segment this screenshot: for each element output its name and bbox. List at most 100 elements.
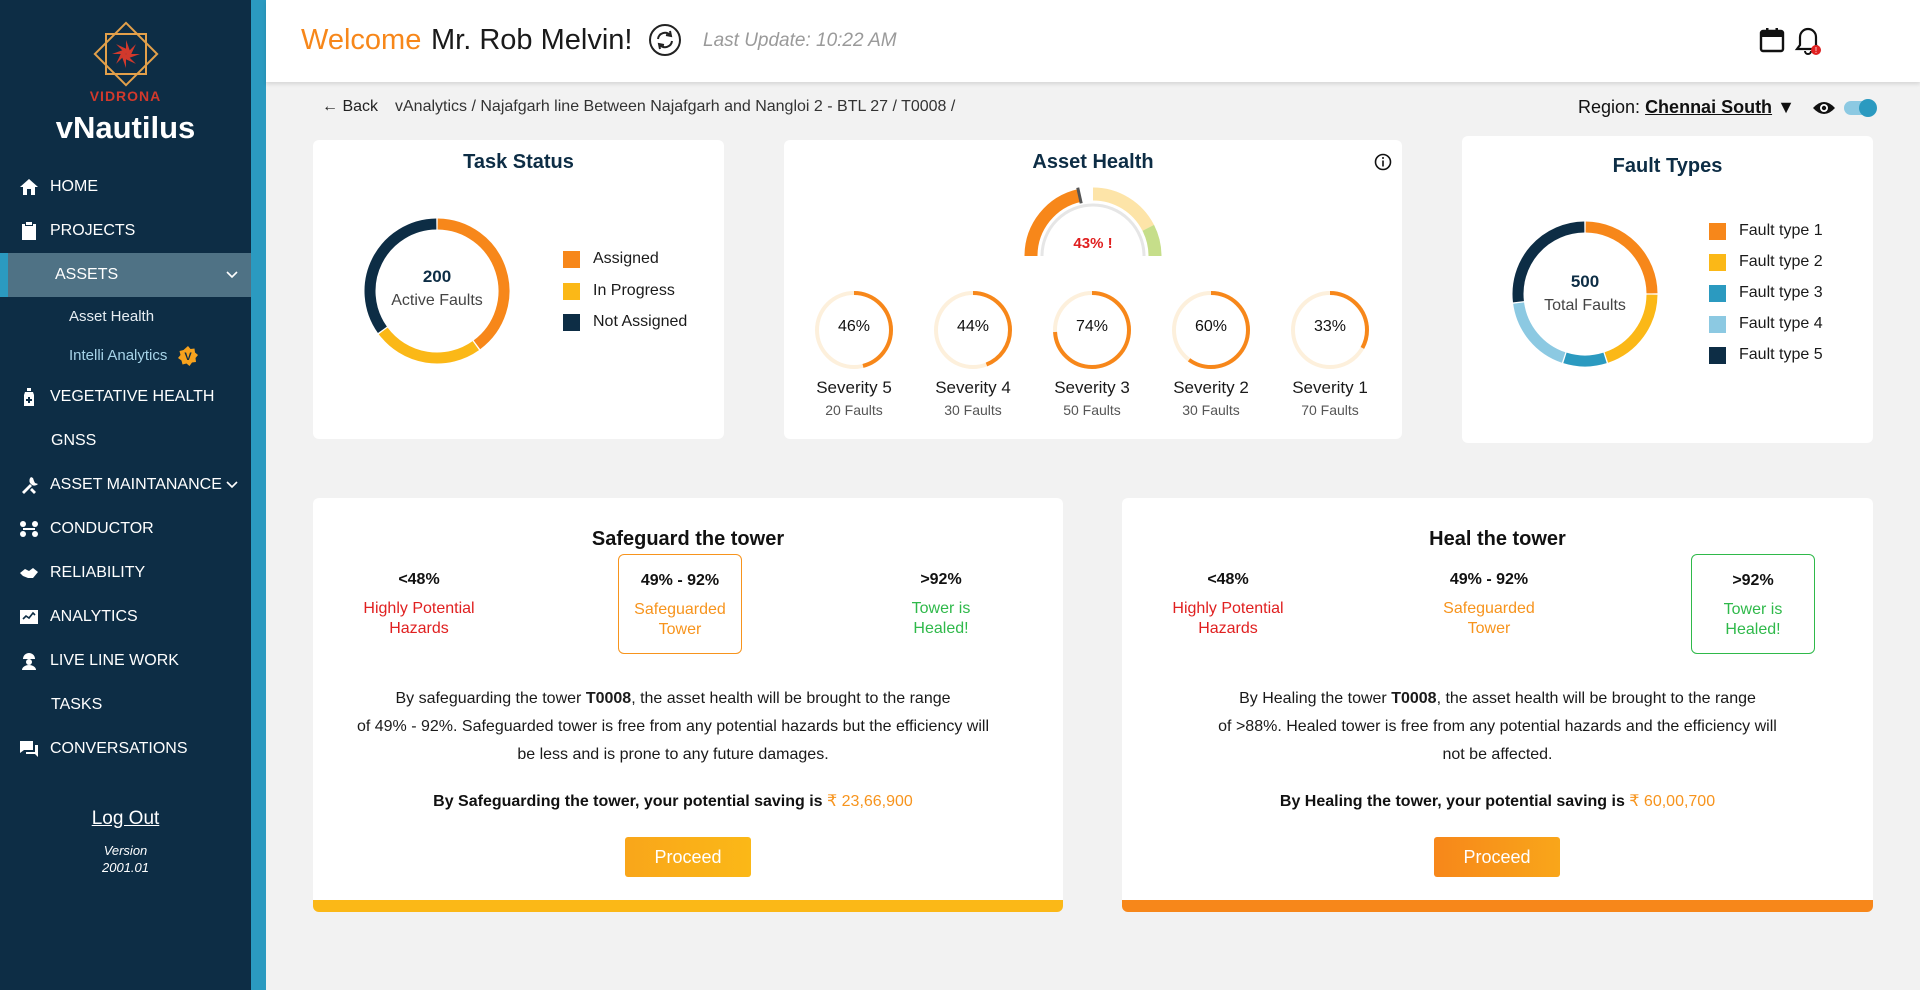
severity-count: 70 Faults — [1301, 402, 1359, 418]
app-name: vNautilus — [55, 110, 196, 145]
chevron-down-icon[interactable] — [225, 268, 239, 282]
para-line2: of 49% - 92%. Safeguarded tower is free … — [356, 718, 990, 735]
severity-ring-fill — [815, 291, 893, 369]
breadcrumb[interactable]: vAnalytics / Najafgarh line Between Naja… — [395, 98, 956, 115]
logo[interactable]: VIDRONA vNautilus — [0, 18, 251, 146]
sidebar-item-reliability[interactable]: RELIABILITY — [0, 551, 251, 595]
sidebar-subitem-asset-health[interactable]: Asset Health — [0, 297, 251, 336]
legend-swatch — [1709, 253, 1726, 271]
sidebar-item-assets[interactable]: ASSETS — [0, 253, 251, 297]
option-safeguarded[interactable]: 49% - 92% Safeguarded Tower — [618, 554, 742, 654]
handshake-icon — [18, 562, 40, 584]
v-badge-icon: V — [178, 345, 199, 366]
back-arrow-icon: ← — [322, 98, 338, 115]
gauge-fill — [1024, 189, 1082, 257]
fault-type-segment-5[interactable] — [1512, 221, 1585, 303]
severity-count: 20 Faults — [825, 402, 883, 418]
severity-label: Severity 5 — [816, 378, 892, 397]
option-desc-line1: Highly Potential — [1172, 600, 1284, 617]
calendar-icon[interactable] — [1758, 26, 1786, 54]
sidebar-item-conductor[interactable]: CONDUCTOR — [0, 507, 251, 551]
sidebar-accent-strip — [251, 0, 266, 990]
fault-types-title: Fault Types — [1612, 155, 1723, 177]
option-safeguarded[interactable]: 49% - 92% Safeguarded Tower — [1427, 554, 1551, 654]
option-hazards[interactable]: <48% Highly Potential Hazards — [1166, 554, 1290, 654]
fault-type-segment-3[interactable] — [1563, 352, 1607, 367]
sidebar-item-home[interactable]: HOME — [0, 165, 251, 209]
legend-swatch — [563, 313, 580, 331]
heal-proceed-button[interactable]: Proceed — [1434, 837, 1560, 877]
legend-label: Fault type 1 — [1739, 222, 1823, 239]
logout-link[interactable]: Log Out — [91, 808, 160, 829]
version-number: 2001.01 — [102, 860, 149, 875]
fault-type-segment-2[interactable] — [1604, 294, 1658, 363]
task-status-segment-1[interactable] — [437, 218, 510, 350]
option-hazards[interactable]: <48% Highly Potential Hazards — [357, 554, 481, 654]
back-button[interactable]: ← Back — [322, 98, 378, 116]
chevron-down-icon[interactable] — [225, 478, 239, 492]
sidebar-item-vegetative-health[interactable]: VEGETATIVE HEALTH — [0, 375, 251, 419]
task-status-segment-3[interactable] — [364, 218, 437, 334]
caret-down-icon[interactable]: ▼ — [1777, 97, 1795, 117]
option-healed[interactable]: >92% Tower is Healed! — [879, 554, 1003, 654]
legend-swatch — [1709, 315, 1726, 333]
option-healed[interactable]: >92% Tower is Healed! — [1691, 554, 1815, 654]
severity-5: 46% Severity 5 20 Faults — [799, 288, 909, 418]
legend-swatch — [1709, 346, 1726, 364]
severity-ring — [1291, 291, 1369, 369]
info-icon[interactable] — [1373, 152, 1393, 172]
severity-pct: 44% — [956, 318, 990, 335]
region-selector[interactable]: Region: Chennai South ▼ — [1578, 97, 1795, 118]
legend-assigned: Assigned — [563, 250, 659, 268]
legend-fault-type-5: Fault type 5 — [1709, 346, 1823, 364]
fault-type-segment-4[interactable] — [1513, 302, 1566, 363]
fault-types-donut — [1512, 221, 1658, 367]
severity-count: 30 Faults — [1182, 402, 1240, 418]
sidebar-item-label: VEGETATIVE HEALTH — [50, 388, 215, 405]
sidebar-item-tasks[interactable]: TASKS — [0, 683, 251, 727]
legend-fault-type-4: Fault type 4 — [1709, 315, 1823, 333]
option-desc-line1: Safeguarded — [634, 601, 726, 618]
option-desc-line1: Highly Potential — [363, 600, 475, 617]
legend-fault-type-3: Fault type 3 — [1709, 284, 1823, 302]
sidebar-item-conversations[interactable]: CONVERSATIONS — [0, 727, 251, 771]
option-range: 49% - 92% — [1449, 571, 1529, 588]
clipboard-icon — [18, 220, 40, 242]
sidebar-item-analytics[interactable]: ANALYTICS — [0, 595, 251, 639]
para-line2: of >88%. Healed tower is free from any p… — [1218, 718, 1777, 735]
vidrona-logo-icon — [92, 21, 159, 87]
view-toggle[interactable] — [1844, 99, 1877, 117]
para-prefix: By Healing the tower — [1239, 690, 1392, 707]
sidebar-item-projects[interactable]: PROJECTS — [0, 209, 251, 253]
severity-ring — [1172, 291, 1250, 369]
task-status-segment-2[interactable] — [378, 327, 480, 364]
sidebar-item-label: Asset Health — [69, 308, 155, 325]
eye-icon[interactable] — [1812, 99, 1836, 117]
asset-health-gauge — [1024, 187, 1162, 257]
notification-badge — [1811, 45, 1821, 55]
safeguard-proceed-button[interactable]: Proceed — [625, 837, 751, 877]
sidebar-item-label: ASSET MAINTANANCE — [50, 476, 222, 493]
sidebar-item-live-line-work[interactable]: LIVE LINE WORK — [0, 639, 251, 683]
severity-label: Severity 2 — [1173, 378, 1249, 397]
gauge-band-1 — [1092, 187, 1155, 232]
sidebar-item-gnss[interactable]: GNSS — [0, 419, 251, 463]
sidebar-item-label: GNSS — [51, 432, 97, 449]
asset-health-card: Asset Health 43% ! 46% Severity 5 20 Fau… — [784, 140, 1402, 439]
sidebar-item-label: PROJECTS — [50, 222, 136, 239]
sidebar-item-asset-maintenance[interactable]: ASSET MAINTANANCE — [0, 463, 251, 507]
severity-count: 30 Faults — [944, 402, 1002, 418]
sidebar-subitem-intelli-analytics[interactable]: Intelli Analytics V — [0, 336, 251, 375]
legend-label: Fault type 2 — [1739, 253, 1823, 270]
legend-swatch — [563, 250, 580, 268]
fault-type-segment-1[interactable] — [1585, 221, 1658, 294]
bell-icon[interactable]: ! — [1794, 26, 1822, 58]
region-value[interactable]: Chennai South — [1645, 97, 1773, 117]
sidebar-item-label: ASSETS — [55, 266, 119, 283]
task-total: 200 — [422, 267, 452, 286]
refresh-icon[interactable] — [647, 22, 683, 58]
legend-in-progress: In Progress — [563, 282, 675, 300]
fault-types-card: Fault Types 500 Total Faults Fault type … — [1462, 136, 1873, 443]
analytics-card-icon — [18, 606, 40, 628]
saving-amount: ₹ 60,00,700 — [1629, 793, 1716, 810]
